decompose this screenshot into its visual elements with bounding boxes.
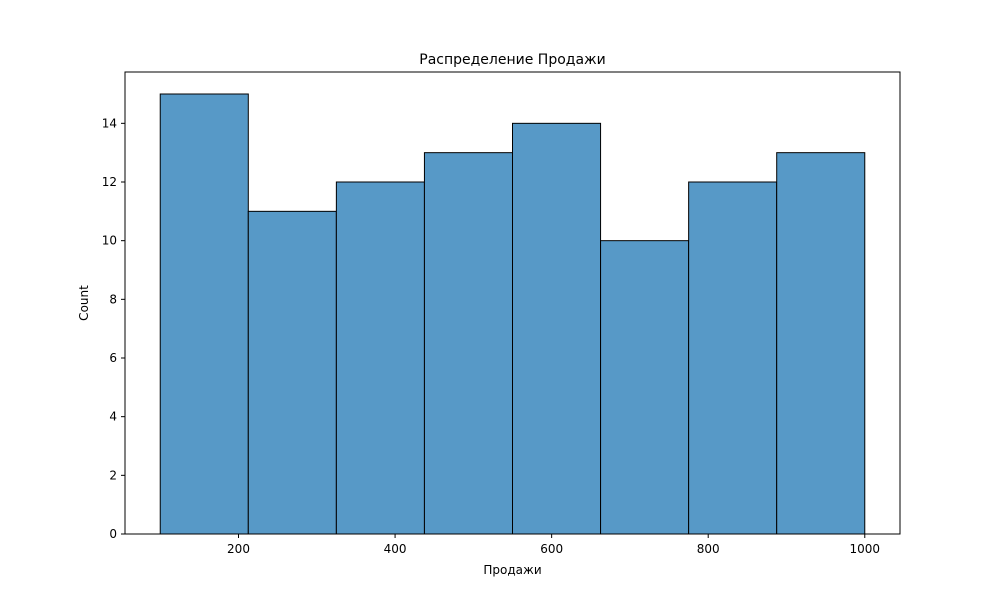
y-tick-label: 14 <box>102 116 117 130</box>
y-tick-label: 2 <box>109 468 117 482</box>
y-tick-label: 6 <box>109 351 117 365</box>
x-tick-label: 800 <box>697 542 720 556</box>
y-tick-label: 12 <box>102 175 117 189</box>
chart-title: Распределение Продажи <box>419 52 606 68</box>
y-axis-label: Count <box>77 285 91 321</box>
y-tick-label: 0 <box>109 527 117 541</box>
x-axis-label: Продажи <box>483 563 541 577</box>
y-tick-label: 8 <box>109 292 117 306</box>
x-tick-label: 400 <box>384 542 407 556</box>
x-axis-ticks: 200 400 600 800 1000 <box>227 534 880 556</box>
histogram-bar <box>335 181 425 535</box>
bars-group <box>159 93 866 535</box>
y-tick-label: 4 <box>109 410 117 424</box>
x-tick-label: 200 <box>227 542 250 556</box>
y-axis-ticks: 0 2 4 6 8 10 12 14 <box>102 116 125 541</box>
histogram-bar <box>512 122 602 535</box>
histogram-bar <box>688 181 778 535</box>
histogram-bar <box>247 210 337 535</box>
histogram-bar <box>159 93 249 535</box>
x-tick-label: 600 <box>540 542 563 556</box>
x-tick-label: 1000 <box>849 542 880 556</box>
histogram-bar <box>423 152 514 535</box>
y-tick-label: 10 <box>102 234 117 248</box>
histogram-bar <box>776 152 866 535</box>
histogram-bar <box>600 240 690 535</box>
plot-area-frame <box>124 71 901 535</box>
